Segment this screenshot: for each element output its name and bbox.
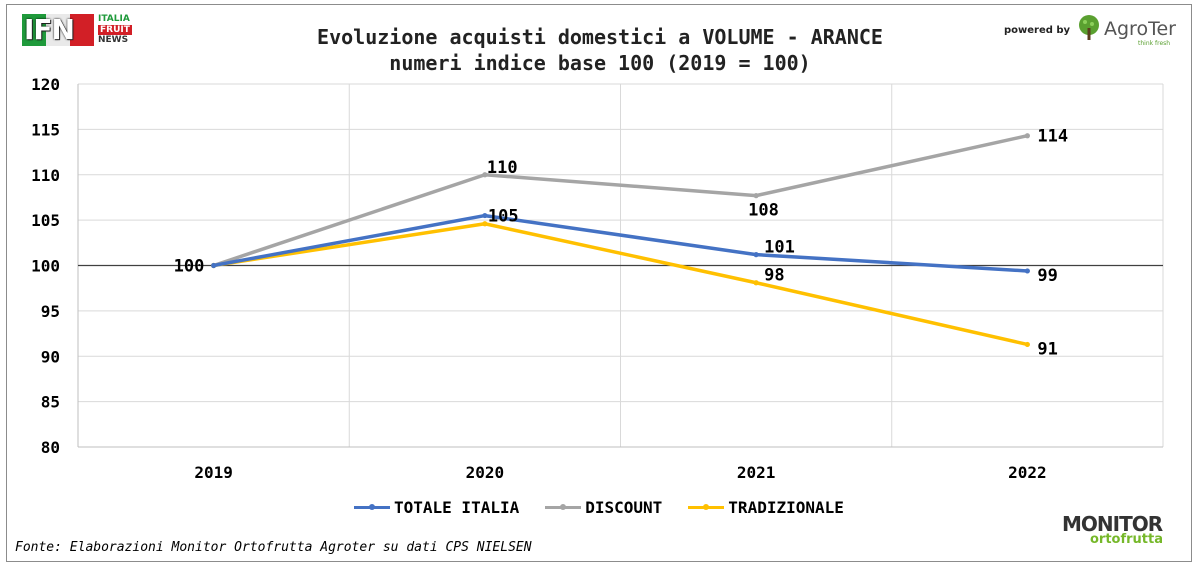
data-point-tradizionale [482, 221, 488, 227]
data-label-totale_italia: 100 [174, 257, 205, 277]
data-label-discount: 110 [487, 158, 518, 178]
data-point-totale_italia [482, 212, 488, 219]
data-label-totale_italia: 99 [1037, 266, 1057, 286]
agroter-logo: AgroTer think fresh [1076, 14, 1186, 50]
legend-swatch-tradizionale [688, 503, 725, 510]
chart-frame [6, 4, 1192, 562]
data-label-totale_italia: 105 [488, 207, 519, 227]
legend-label-discount: DISCOUNT [585, 497, 663, 517]
y-tick-label: 80 [41, 438, 60, 457]
x-tick-label: 2019 [194, 463, 233, 482]
label-layer: 80 85 90 95 100 105 110 115 120 2019 2020 2021 2022 1… [31, 75, 1068, 482]
legend-swatch-totale-italia [354, 503, 390, 510]
series-line-totale_italia [211, 213, 1030, 273]
y-tick-label: 115 [31, 120, 60, 139]
data-point-totale_italia [1024, 268, 1030, 274]
x-tick-label: 2022 [1008, 463, 1047, 482]
monitor-logo-line1: MONITOR [1062, 512, 1163, 536]
data-label-tradizionale: 98 [764, 266, 784, 286]
ifn-line-fruit: FRUIT [98, 24, 132, 35]
data-point-totale_italia [753, 252, 759, 258]
y-tick-label: 110 [31, 166, 60, 185]
data-point-discount [1024, 133, 1030, 139]
y-tick-label: 95 [41, 302, 60, 321]
monitor-logo-line2: ortofrutta [1090, 532, 1164, 547]
data-label-discount: 108 [748, 201, 779, 221]
legend-swatch-discount [545, 503, 582, 510]
chart-subtitle: numeri indice base 100 (2019 = 100) [389, 51, 811, 75]
series-layer [211, 133, 1030, 348]
agroter-name: AgroTer [1104, 18, 1176, 40]
data-point-tradizionale [753, 280, 759, 286]
monitor-ortofrutta-logo: MONITOR ortofrutta [1058, 512, 1182, 552]
y-tick-label: 90 [41, 347, 60, 366]
y-tick-label: 85 [41, 393, 60, 412]
legend-item-discount: DISCOUNT [545, 498, 662, 517]
source-note: Fonte: Elaborazioni Monitor Ortofrutta A… [15, 540, 532, 555]
data-point-totale_italia [211, 262, 217, 269]
data-point-tradizionale [1024, 341, 1030, 348]
series-line-tradizionale [211, 222, 1030, 347]
legend: TOTALE ITALIA DISCOUNT TRADIZIONALE [354, 496, 870, 518]
ifn-mark: IFN [22, 14, 94, 46]
data-point-discount [753, 193, 759, 199]
grid-layer [77, 83, 1164, 448]
italia-fruit-news-logo: IFN ITALIA FRUIT NEWS [22, 14, 142, 48]
y-tick-label: 100 [31, 257, 60, 276]
agroter-tagline: think fresh [1138, 40, 1171, 47]
series-line-discount [211, 133, 1030, 268]
y-tick-label: 120 [31, 75, 60, 94]
tree-icon [1079, 15, 1099, 40]
legend-label-tradizionale: TRADIZIONALE [728, 497, 844, 517]
legend-label-totale-italia: TOTALE ITALIA [394, 497, 520, 517]
y-tick-label: 105 [31, 211, 60, 230]
powered-by-label: powered by [1004, 25, 1071, 36]
ifn-line-news: NEWS [98, 35, 129, 45]
legend-item-tradizionale: TRADIZIONALE [688, 498, 844, 517]
ifn-line-italia: ITALIA [98, 14, 130, 24]
data-label-tradizionale: 91 [1037, 339, 1057, 359]
data-point-discount [482, 172, 488, 178]
legend-item-totale-italia: TOTALE ITALIA [354, 498, 519, 517]
chart-title: Evoluzione acquisti domestici a VOLUME -… [317, 25, 883, 49]
x-tick-label: 2021 [737, 463, 776, 482]
x-tick-label: 2020 [466, 463, 505, 482]
data-label-discount: 114 [1037, 127, 1068, 147]
chart-title-block: Evoluzione acquisti domestici a VOLUME -… [250, 24, 950, 76]
data-label-totale_italia: 101 [764, 238, 795, 258]
